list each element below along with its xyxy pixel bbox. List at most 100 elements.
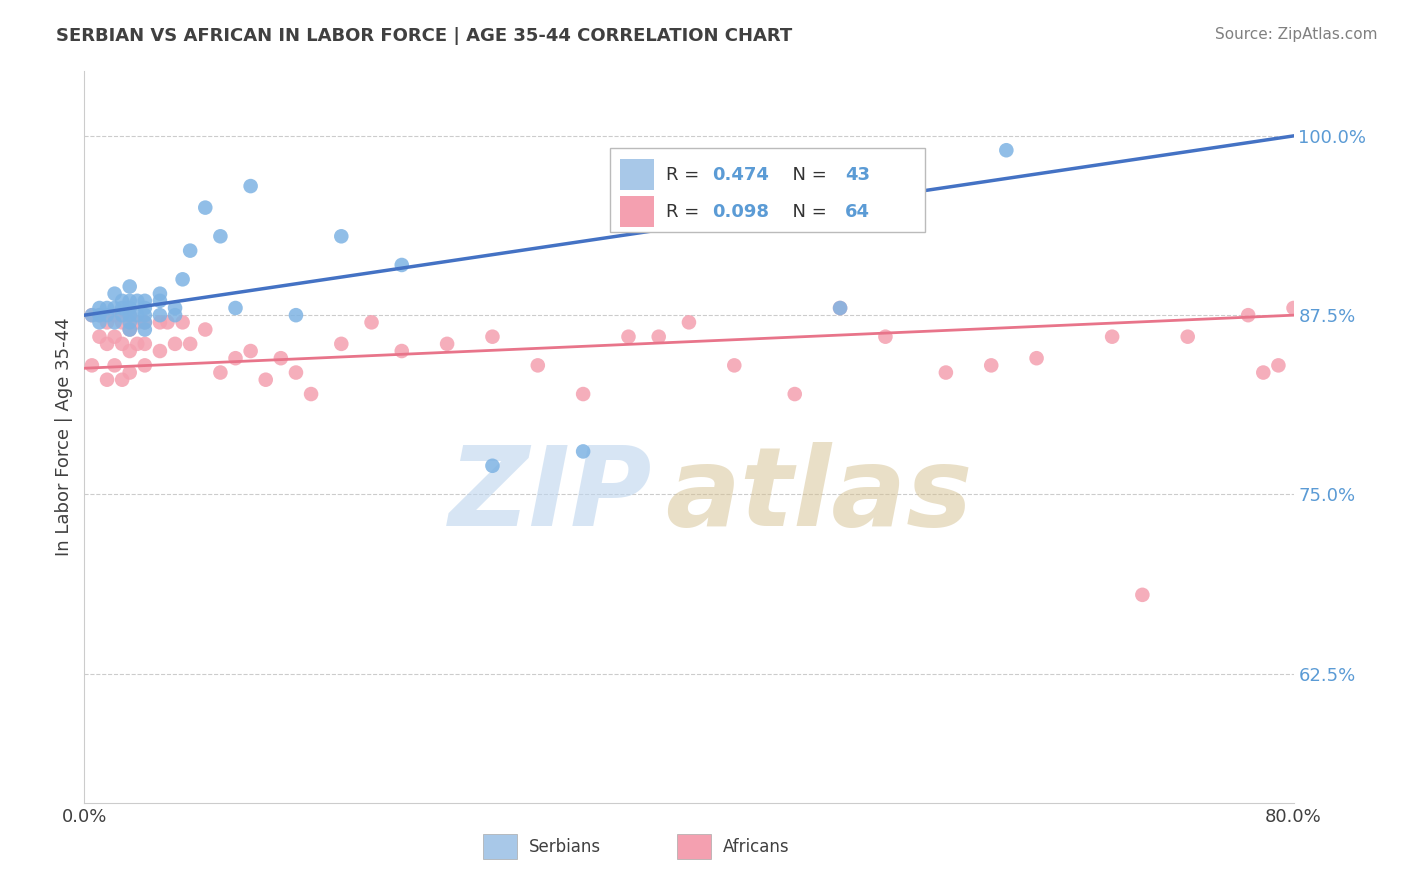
Point <box>111 373 134 387</box>
Point <box>118 322 141 336</box>
Text: R =: R = <box>666 166 704 184</box>
Text: 0.098: 0.098 <box>711 202 769 220</box>
Point <box>127 336 149 351</box>
Point <box>209 366 232 380</box>
Point <box>527 359 550 373</box>
Point <box>165 308 187 322</box>
Point <box>225 301 247 315</box>
Point <box>127 315 149 329</box>
Point <box>572 387 595 401</box>
Point <box>156 315 179 329</box>
Point <box>104 315 127 329</box>
Point <box>1313 566 1336 581</box>
Point <box>330 336 353 351</box>
Point <box>285 308 308 322</box>
Point <box>134 293 156 308</box>
Point <box>134 315 156 329</box>
Point <box>995 143 1018 157</box>
Point <box>239 179 262 194</box>
Point <box>1101 329 1123 343</box>
Bar <box>676 833 710 859</box>
Point <box>1358 688 1381 702</box>
Point <box>104 359 127 373</box>
Point <box>111 315 134 329</box>
Point <box>149 293 172 308</box>
Y-axis label: In Labor Force | Age 35-44: In Labor Force | Age 35-44 <box>55 318 73 557</box>
Text: R =: R = <box>666 202 704 220</box>
Text: atlas: atlas <box>665 442 972 549</box>
Text: 64: 64 <box>845 202 870 220</box>
Point <box>617 329 640 343</box>
Point <box>104 286 127 301</box>
Point <box>270 351 292 366</box>
Point <box>179 244 201 258</box>
Point <box>1130 588 1153 602</box>
Point <box>1267 359 1289 373</box>
Point <box>134 322 156 336</box>
Point <box>118 322 141 336</box>
Point <box>165 301 187 315</box>
Point <box>134 315 156 329</box>
Point <box>89 329 111 343</box>
Bar <box>484 833 517 859</box>
Point <box>118 293 141 308</box>
Point <box>89 308 111 322</box>
Point <box>179 336 201 351</box>
Point <box>481 329 503 343</box>
Point <box>134 301 156 315</box>
Text: 43: 43 <box>845 166 870 184</box>
Point <box>118 308 141 322</box>
Point <box>980 359 1002 373</box>
Point <box>285 366 308 380</box>
Point <box>172 272 194 286</box>
Point <box>118 308 141 322</box>
Point <box>96 301 118 315</box>
Point <box>111 301 134 315</box>
Point <box>209 229 232 244</box>
Point <box>254 373 277 387</box>
Point <box>111 293 134 308</box>
Point <box>194 322 217 336</box>
Point <box>360 315 382 329</box>
Point <box>104 301 127 315</box>
Point <box>436 336 458 351</box>
Point <box>225 351 247 366</box>
Point <box>149 315 172 329</box>
Point <box>391 344 413 359</box>
Point <box>239 344 262 359</box>
Point <box>149 308 172 322</box>
Point <box>96 336 118 351</box>
Point <box>723 359 745 373</box>
Point <box>194 201 217 215</box>
Point <box>481 458 503 473</box>
Point <box>118 301 141 315</box>
Point <box>80 308 103 322</box>
Point <box>172 315 194 329</box>
Point <box>127 293 149 308</box>
Text: Africans: Africans <box>723 838 789 855</box>
Point <box>80 359 103 373</box>
Point <box>165 336 187 351</box>
Point <box>1177 329 1199 343</box>
Point <box>118 366 141 380</box>
Point <box>118 315 141 329</box>
Point <box>118 344 141 359</box>
Text: ZIP: ZIP <box>449 442 652 549</box>
Point <box>830 301 852 315</box>
Point <box>830 301 852 315</box>
Point <box>134 336 156 351</box>
Point <box>330 229 353 244</box>
Point <box>96 308 118 322</box>
Point <box>118 279 141 293</box>
Point <box>678 315 700 329</box>
Point <box>89 315 111 329</box>
Point <box>391 258 413 272</box>
Point <box>111 336 134 351</box>
FancyBboxPatch shape <box>610 148 925 232</box>
Text: N =: N = <box>780 166 832 184</box>
Point <box>104 329 127 343</box>
Point <box>1253 366 1275 380</box>
Point <box>1025 351 1047 366</box>
Text: SERBIAN VS AFRICAN IN LABOR FORCE | AGE 35-44 CORRELATION CHART: SERBIAN VS AFRICAN IN LABOR FORCE | AGE … <box>56 27 793 45</box>
Point <box>783 387 806 401</box>
